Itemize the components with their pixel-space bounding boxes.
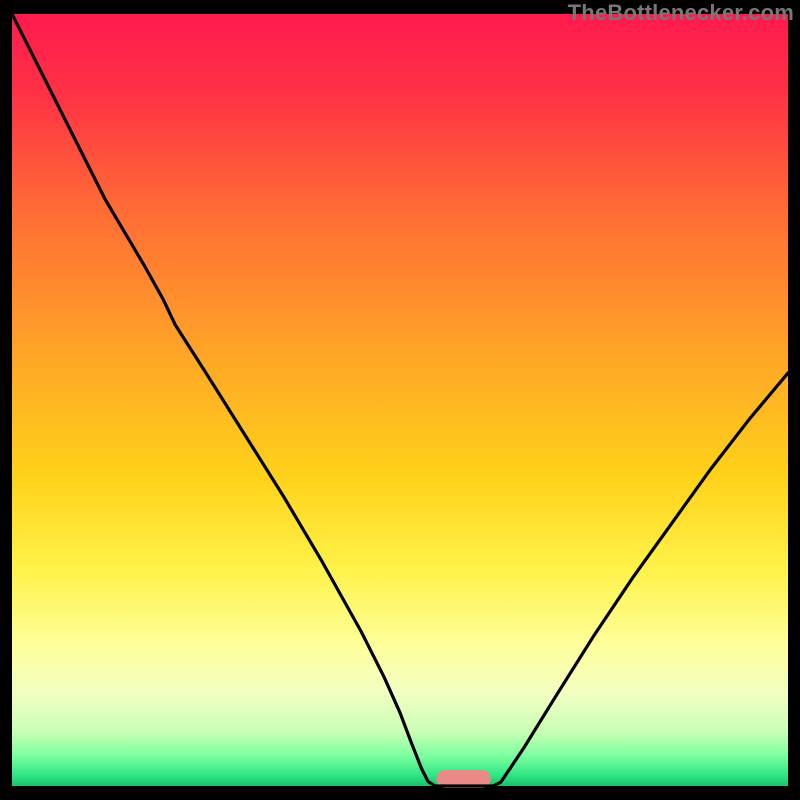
plot-background — [12, 14, 788, 786]
chart-svg — [0, 0, 800, 800]
watermark-text: TheBottlenecker.com — [568, 0, 794, 26]
